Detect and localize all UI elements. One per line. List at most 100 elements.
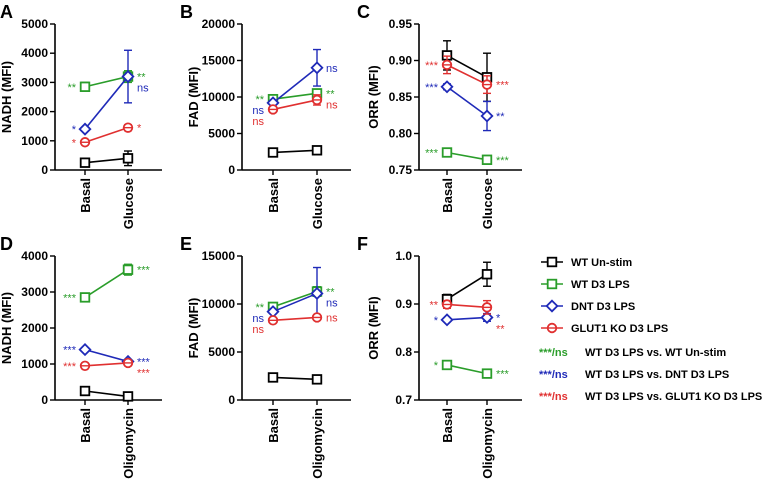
series-line bbox=[446, 151, 488, 161]
significance-annotation: *** bbox=[63, 292, 77, 304]
panel-D: D 0 1000 2000 3000 4000 NADH (MFI) Basal Oligomy… bbox=[0, 234, 162, 479]
y-tick-label: 2000 bbox=[21, 321, 48, 335]
data-point-marker bbox=[267, 104, 279, 115]
series-line bbox=[272, 292, 318, 313]
data-point-marker bbox=[267, 372, 279, 383]
legend-comparison-prefix: ***/ns bbox=[539, 347, 568, 359]
series-line bbox=[446, 273, 488, 300]
series-wt-un-stim bbox=[79, 385, 134, 402]
legend-comparison-prefix: ***/ns bbox=[539, 369, 568, 381]
series-wt-d3-lps bbox=[441, 147, 493, 165]
legend-label: GLUT1 KO D3 LPS bbox=[571, 323, 668, 335]
series-wt-un-stim bbox=[441, 40, 493, 103]
data-point-marker bbox=[311, 312, 323, 323]
data-point-marker bbox=[121, 69, 135, 84]
data-point-marker bbox=[122, 122, 134, 133]
y-tick-label: 4000 bbox=[21, 46, 48, 60]
significance-annotation: * bbox=[137, 123, 142, 135]
data-point-marker bbox=[481, 368, 493, 379]
y-tick-label: 10000 bbox=[202, 90, 236, 104]
significance-annotation: ** bbox=[255, 302, 264, 314]
series-wt-un-stim bbox=[441, 261, 493, 305]
legend-item-dnt-d3-lps: DNT D3 LPS bbox=[541, 299, 635, 313]
panel-A: A 0 1000 2000 3000 4000 5000 NADH (MFI) Basal Glu… bbox=[0, 2, 162, 229]
y-tick-label: 3000 bbox=[21, 75, 48, 89]
series-line bbox=[84, 75, 129, 88]
data-point-marker bbox=[481, 269, 493, 280]
legend-comparison-label: WT D3 LPS vs. WT Un-stim bbox=[585, 347, 726, 359]
data-point-marker bbox=[311, 94, 323, 106]
series-glut1-ko-d3-lps bbox=[441, 55, 493, 95]
data-point-marker bbox=[310, 286, 324, 301]
y-tick-label: 3000 bbox=[21, 285, 48, 299]
data-point-marker bbox=[79, 292, 91, 303]
x-category-label-basal: Basal bbox=[440, 408, 455, 443]
series-line bbox=[272, 99, 318, 111]
data-point-marker bbox=[441, 147, 453, 158]
significance-annotation: * bbox=[72, 124, 77, 136]
y-tick-label: 0.9 bbox=[395, 297, 412, 311]
y-tick-label: 1000 bbox=[21, 134, 48, 148]
y-tick-label: 0.85 bbox=[389, 90, 413, 104]
y-tick-label: 0.95 bbox=[389, 17, 413, 31]
panel-E: E 0 5000 10000 15000 FAD (MFI) Basal Oligomycin… bbox=[180, 234, 351, 479]
y-tick-label: 0.90 bbox=[389, 54, 413, 68]
series-line bbox=[272, 316, 318, 322]
significance-annotation: * bbox=[496, 312, 501, 324]
series-line bbox=[272, 376, 318, 381]
legend-comparison-label: WT D3 LPS vs. GLUT1 KO D3 LPS bbox=[585, 391, 762, 403]
x-category-label-basal: Basal bbox=[78, 408, 93, 443]
significance-annotation: * bbox=[434, 360, 439, 372]
y-axis-title: NADH (MFI) bbox=[0, 292, 14, 364]
series-line bbox=[446, 364, 488, 375]
series-line bbox=[446, 86, 488, 117]
x-category-label-glucose: Glucose bbox=[121, 178, 136, 229]
series-wt-un-stim bbox=[267, 145, 323, 158]
legend-item-glut1-ko-d3-lps: GLUT1 KO D3 LPS bbox=[541, 322, 668, 335]
panel-label-D: D bbox=[0, 234, 13, 254]
y-tick-label: 1000 bbox=[21, 357, 48, 371]
series-line bbox=[446, 64, 488, 86]
series-dnt-d3-lps bbox=[266, 266, 324, 321]
x-category-label-basal: Basal bbox=[78, 178, 93, 213]
legend-marker bbox=[546, 278, 558, 290]
series-line bbox=[446, 316, 488, 321]
legend-marker bbox=[546, 322, 558, 334]
series-dnt-d3-lps bbox=[440, 80, 494, 132]
series-line bbox=[446, 303, 488, 309]
series-glut1-ko-d3-lps bbox=[441, 299, 493, 315]
y-tick-label: 0 bbox=[41, 163, 48, 177]
series-dnt-d3-lps bbox=[78, 49, 135, 136]
data-point-marker bbox=[122, 264, 134, 275]
data-point-marker bbox=[79, 157, 91, 168]
significance-annotation: ns bbox=[137, 83, 149, 95]
y-tick-label: 0.7 bbox=[395, 393, 412, 407]
significance-annotation: ** bbox=[137, 72, 146, 84]
significance-annotation: *** bbox=[137, 356, 151, 368]
significance-annotation: ** bbox=[326, 88, 335, 100]
significance-annotation: ns bbox=[326, 312, 338, 324]
data-point-marker bbox=[481, 302, 493, 313]
panel-label-E: E bbox=[180, 234, 192, 254]
data-point-marker bbox=[79, 81, 91, 92]
y-tick-label: 0.75 bbox=[389, 163, 413, 177]
data-point-marker bbox=[311, 145, 323, 156]
y-axis-title: NADH (MFI) bbox=[0, 61, 14, 133]
panels-layer: A 0 1000 2000 3000 4000 5000 NADH (MFI) Basal Glu… bbox=[0, 2, 522, 479]
y-tick-label: 0.8 bbox=[395, 345, 412, 359]
series-line bbox=[84, 362, 129, 367]
series-line bbox=[84, 157, 129, 164]
data-point-marker bbox=[440, 80, 454, 94]
data-point-marker bbox=[79, 385, 91, 397]
series-line bbox=[84, 126, 129, 144]
legend-comparison-prefix: ***/ns bbox=[539, 391, 568, 403]
series-wt-d3-lps bbox=[267, 286, 323, 313]
legend-item-wt-d3-lps: WT D3 LPS bbox=[541, 278, 630, 291]
series-dnt-d3-lps bbox=[440, 310, 494, 327]
significance-annotation: *** bbox=[496, 80, 510, 92]
panel-label-B: B bbox=[180, 2, 193, 22]
significance-annotation: ns bbox=[252, 116, 264, 128]
significance-annotation: *** bbox=[496, 155, 510, 167]
